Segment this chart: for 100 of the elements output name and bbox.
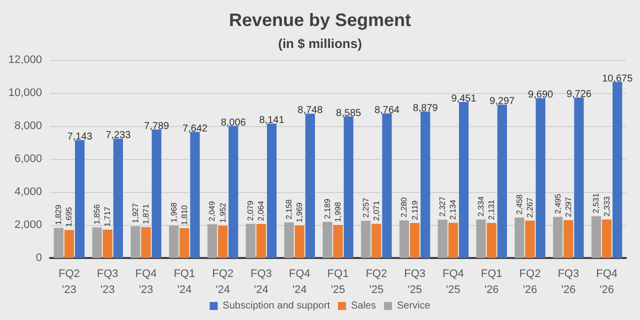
bar	[525, 220, 535, 258]
bar	[169, 226, 179, 258]
x-tick-label: FQ4 '24	[288, 268, 310, 296]
x-tick-label: FQ2 '23	[58, 268, 80, 296]
bar	[458, 102, 469, 258]
bar	[246, 224, 256, 258]
x-tick-label: FQ3 '23	[96, 268, 118, 296]
bar	[74, 140, 85, 258]
data-label: 2,333	[602, 196, 612, 217]
bar	[130, 226, 140, 258]
data-label: 2,071	[372, 200, 381, 221]
data-label: 1,998	[334, 201, 342, 222]
bar	[399, 220, 410, 258]
data-label: 1,927	[130, 202, 140, 224]
bar	[207, 224, 218, 258]
data-label: 1,717	[103, 206, 112, 227]
bar	[141, 227, 151, 258]
bar	[382, 113, 392, 258]
bar	[564, 220, 574, 258]
data-label: 2,064	[256, 200, 266, 221]
y-tick-label: 4,000	[14, 186, 42, 198]
y-tick-label: 8,000	[14, 120, 42, 132]
chart-title: Revenue by Segment	[228, 10, 412, 30]
data-label: 1,968	[169, 202, 178, 223]
bar	[536, 98, 546, 258]
bar	[410, 223, 420, 258]
data-label: 8,141	[259, 115, 285, 126]
data-label: 1,810	[180, 204, 189, 226]
data-label: 1,829	[54, 204, 64, 225]
legend-label: Service	[396, 300, 431, 312]
bar	[152, 129, 162, 258]
bar	[294, 226, 304, 258]
bar	[476, 219, 486, 258]
x-tick-label: FQ3 '24	[250, 268, 272, 296]
bar	[448, 222, 458, 258]
data-label: 2,297	[564, 196, 573, 218]
x-tick-label: FQ2 '25	[366, 268, 388, 296]
bar	[256, 224, 266, 258]
data-label: 2,079	[246, 200, 256, 221]
data-label: 2,131	[487, 199, 496, 220]
chart-subtitle: (in $ millions)	[278, 36, 362, 51]
x-tick-label: FQ2 '26	[519, 268, 541, 296]
bar	[486, 222, 496, 258]
data-label: 1,856	[92, 204, 102, 224]
x-tick-label: FQ4 '26	[596, 268, 618, 296]
y-tick-label: 12,000	[8, 54, 42, 66]
y-tick-label: 2,000	[14, 219, 42, 231]
data-label: 8,585	[336, 108, 362, 119]
data-label: 2,280	[400, 196, 409, 218]
legend-label: Subsciption and support	[222, 300, 330, 312]
data-label: 9,451	[451, 94, 477, 105]
bar	[372, 224, 382, 258]
x-tick-label: FQ1 '24	[174, 268, 196, 296]
bar	[497, 104, 507, 258]
y-tick-label: 6,000	[14, 153, 42, 165]
data-label: 2,189	[322, 198, 332, 219]
data-label: 7,642	[182, 123, 208, 134]
bar	[54, 228, 64, 258]
data-label: 1,952	[218, 202, 228, 223]
data-label: 1,695	[64, 206, 74, 228]
data-label: 2,119	[410, 200, 420, 220]
bar	[574, 98, 584, 258]
x-tick-label: FQ3 '25	[404, 268, 426, 296]
bar	[190, 132, 200, 258]
data-label: 9,690	[528, 90, 554, 101]
data-label: 9,726	[566, 89, 592, 100]
data-label: 7,789	[144, 120, 170, 132]
data-label: 2,531	[592, 192, 601, 214]
bar	[514, 217, 524, 258]
x-tick-label: FQ4 '25	[442, 268, 464, 296]
bar	[266, 124, 277, 258]
data-label: 8,748	[298, 105, 324, 116]
data-label: 1,969	[295, 202, 304, 223]
bar	[92, 227, 102, 258]
data-label: 2,458	[514, 194, 524, 214]
bar	[64, 230, 74, 258]
bar	[420, 111, 430, 258]
bar	[344, 116, 354, 258]
bar	[284, 222, 294, 258]
data-label: 2,267	[526, 197, 534, 218]
data-label: 1,871	[142, 204, 150, 224]
bar	[553, 216, 563, 258]
bar	[113, 138, 123, 258]
legend-label: Sales	[350, 300, 376, 312]
data-label: 2,158	[284, 198, 294, 220]
bar	[180, 228, 190, 258]
data-label: 2,327	[438, 196, 448, 217]
bar	[305, 114, 315, 258]
data-label: 2,049	[208, 200, 217, 222]
data-label: 2,257	[361, 197, 370, 218]
x-tick-label: FQ3 '26	[558, 268, 580, 296]
bar	[361, 220, 371, 258]
x-tick-label: FQ1 '26	[480, 268, 502, 296]
bar	[102, 230, 112, 258]
data-label: 2,495	[553, 193, 562, 214]
data-label: 9,297	[490, 96, 516, 108]
bar	[602, 220, 612, 258]
bar	[228, 126, 238, 258]
bar	[438, 220, 448, 258]
data-label: 8,879	[412, 102, 438, 114]
